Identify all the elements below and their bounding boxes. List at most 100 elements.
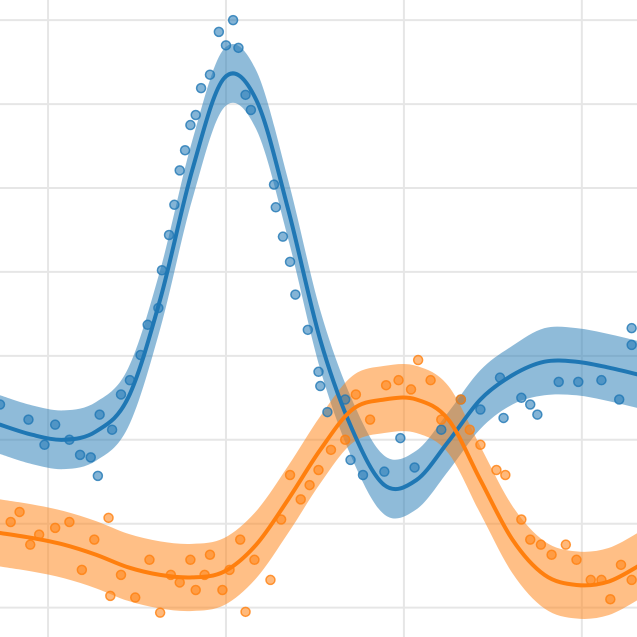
confidence-band: [0, 364, 637, 619]
data-point: [302, 324, 314, 336]
data-point: [74, 449, 86, 461]
data-point: [270, 202, 282, 213]
data-point: [524, 399, 536, 410]
data-point: [409, 462, 420, 473]
data-point: [535, 539, 547, 550]
data-point: [245, 104, 257, 116]
data-point: [217, 584, 228, 596]
data-point: [76, 564, 88, 576]
data-point: [169, 199, 180, 211]
data-point: [322, 406, 333, 418]
data-point: [39, 439, 50, 451]
data-point: [325, 444, 337, 456]
data-point: [313, 464, 324, 476]
data-point: [64, 516, 75, 528]
data-point: [295, 494, 306, 505]
data-point: [516, 392, 527, 404]
data-point: [596, 374, 607, 386]
data-point: [174, 165, 185, 176]
data-point: [89, 534, 100, 545]
data-point: [405, 384, 417, 395]
data-point: [277, 231, 289, 242]
data-point: [115, 569, 127, 581]
data-point: [265, 574, 276, 586]
data-point: [220, 40, 232, 51]
data-point: [573, 376, 584, 388]
data-point: [615, 559, 627, 571]
data-point: [315, 380, 326, 392]
data-point: [154, 607, 166, 618]
data-point: [553, 376, 564, 388]
data-point: [213, 26, 225, 38]
data-point: [339, 434, 351, 446]
data-point: [498, 412, 509, 424]
data-point: [185, 554, 196, 566]
data-point: [179, 144, 191, 156]
data-point: [49, 522, 61, 534]
data-point: [5, 516, 16, 528]
data-point: [455, 394, 467, 405]
data-point: [571, 554, 582, 566]
data-point: [94, 409, 105, 420]
data-point: [129, 592, 141, 603]
data-point: [284, 469, 296, 481]
data-point: [144, 554, 155, 566]
data-point: [163, 229, 175, 241]
data-point: [395, 432, 406, 444]
trend-line: [0, 71, 637, 492]
data-point: [233, 42, 244, 54]
data-point: [560, 539, 572, 550]
data-point: [516, 514, 527, 525]
data-point: [313, 366, 324, 378]
data-point: [106, 424, 118, 435]
data-point: [605, 593, 616, 605]
data-point: [204, 549, 216, 561]
data-point: [350, 389, 362, 400]
data-point: [49, 419, 61, 430]
data-point: [532, 409, 543, 420]
data-point: [546, 549, 557, 561]
data-point: [92, 470, 104, 482]
data-point: [284, 256, 296, 268]
data-point: [190, 584, 201, 596]
data-point: [436, 424, 447, 435]
data-point: [379, 466, 390, 477]
data-point: [268, 179, 280, 190]
data-point: [204, 69, 216, 80]
data-point: [626, 574, 637, 586]
data-point: [364, 414, 376, 425]
data-point: [491, 464, 502, 476]
data-point: [475, 404, 486, 415]
data-point: [626, 339, 637, 351]
data-point: [115, 389, 127, 400]
data-point: [103, 512, 114, 524]
trend-line: [0, 395, 637, 588]
data-point: [23, 414, 34, 425]
data-point: [500, 469, 511, 481]
data-point: [190, 109, 201, 121]
data-point: [464, 424, 475, 435]
data-point: [393, 374, 404, 386]
data-point: [345, 454, 356, 466]
data-point: [290, 289, 301, 300]
data-point: [475, 439, 486, 451]
data-point: [613, 394, 625, 405]
data-point: [227, 14, 239, 26]
data-point: [249, 554, 260, 566]
data-point: [304, 479, 315, 491]
data-point: [195, 82, 207, 94]
data-point: [240, 606, 251, 618]
data-point: [0, 399, 6, 410]
data-point: [105, 590, 116, 602]
plot-area: [0, 14, 637, 619]
data-point: [412, 354, 424, 366]
data-point: [240, 89, 251, 101]
data-point: [357, 469, 369, 481]
data-point: [626, 322, 637, 334]
data-point: [524, 534, 536, 545]
data-point: [24, 539, 36, 550]
data-point: [14, 506, 25, 518]
data-point: [425, 374, 436, 386]
